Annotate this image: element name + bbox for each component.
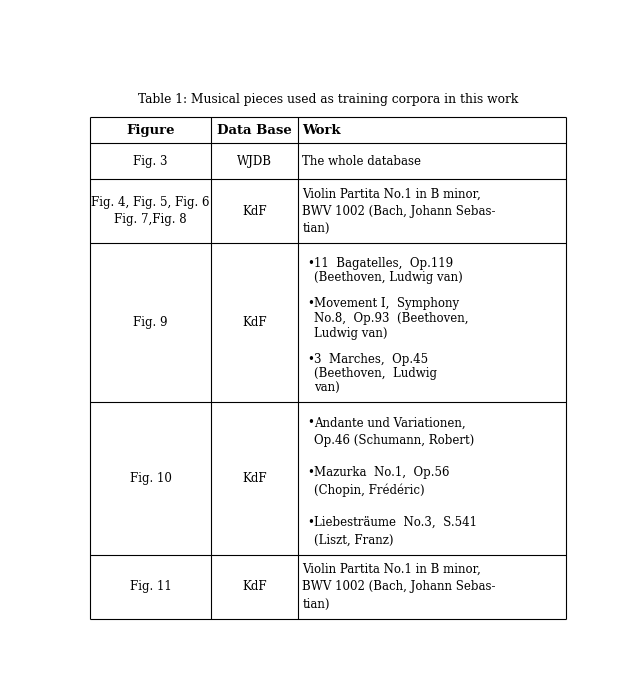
- Text: •: •: [307, 416, 314, 429]
- Text: Mazurka  No.1,  Op.56: Mazurka No.1, Op.56: [314, 466, 450, 479]
- Text: Fig. 3: Fig. 3: [133, 155, 168, 168]
- Text: KdF: KdF: [243, 472, 267, 485]
- Text: Violin Partita No.1 in B minor,
BWV 1002 (Bach, Johann Sebas-
tian): Violin Partita No.1 in B minor, BWV 1002…: [302, 188, 496, 235]
- Text: (Liszt, Franz): (Liszt, Franz): [314, 533, 394, 546]
- Text: (Beethoven, Ludwig van): (Beethoven, Ludwig van): [314, 272, 463, 284]
- Text: 3  Marches,  Op.45: 3 Marches, Op.45: [314, 353, 428, 365]
- Text: •: •: [307, 257, 314, 270]
- Text: KdF: KdF: [243, 580, 267, 593]
- Text: The whole database: The whole database: [302, 155, 421, 168]
- Text: No.8,  Op.93  (Beethoven,: No.8, Op.93 (Beethoven,: [314, 312, 468, 325]
- Text: WJDB: WJDB: [237, 155, 273, 168]
- Text: Data Base: Data Base: [218, 124, 292, 137]
- Text: Ludwig van): Ludwig van): [314, 326, 388, 340]
- Text: Violin Partita No.1 in B minor,
BWV 1002 (Bach, Johann Sebas-
tian): Violin Partita No.1 in B minor, BWV 1002…: [302, 563, 496, 610]
- Text: Table 1: Musical pieces used as training corpora in this work: Table 1: Musical pieces used as training…: [138, 92, 518, 106]
- Text: Liebesträume  No.3,  S.541: Liebesträume No.3, S.541: [314, 516, 477, 528]
- Text: Fig. 11: Fig. 11: [130, 580, 172, 593]
- Text: Fig. 4, Fig. 5, Fig. 6
Fig. 7,Fig. 8: Fig. 4, Fig. 5, Fig. 6 Fig. 7,Fig. 8: [92, 197, 210, 226]
- Text: •: •: [307, 298, 314, 311]
- Text: van): van): [314, 382, 340, 395]
- Text: Fig. 9: Fig. 9: [133, 316, 168, 329]
- Text: (Chopin, Frédéric): (Chopin, Frédéric): [314, 484, 425, 497]
- Text: •: •: [307, 466, 314, 479]
- Text: Work: Work: [302, 124, 341, 137]
- Text: Op.46 (Schumann, Robert): Op.46 (Schumann, Robert): [314, 434, 474, 447]
- Text: KdF: KdF: [243, 316, 267, 329]
- Text: Fig. 10: Fig. 10: [130, 472, 172, 485]
- Text: (Beethoven,  Ludwig: (Beethoven, Ludwig: [314, 368, 437, 380]
- Text: •: •: [307, 353, 314, 365]
- Text: 11  Bagatelles,  Op.119: 11 Bagatelles, Op.119: [314, 257, 453, 270]
- Text: Andante und Variationen,: Andante und Variationen,: [314, 416, 466, 429]
- Text: •: •: [307, 516, 314, 528]
- Text: KdF: KdF: [243, 205, 267, 218]
- Text: Figure: Figure: [127, 124, 175, 137]
- Text: Movement I,  Symphony: Movement I, Symphony: [314, 298, 460, 311]
